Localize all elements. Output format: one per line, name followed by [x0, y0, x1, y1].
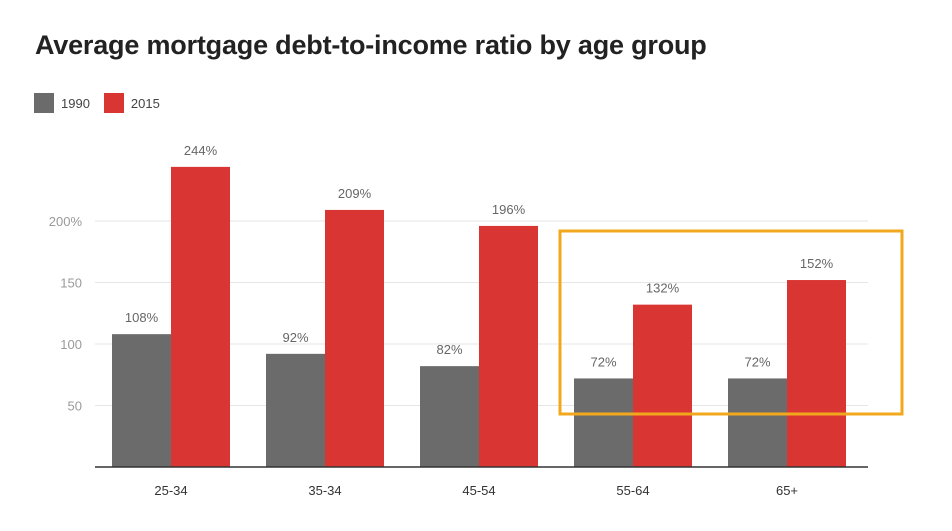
data-label: 72% — [744, 354, 770, 369]
data-label: 152% — [800, 256, 834, 271]
legend-swatch-1990 — [34, 93, 54, 113]
legend-label-1990: 1990 — [61, 95, 90, 111]
x-tick-label: 25-34 — [154, 483, 187, 498]
bar-1990-55-64 — [574, 378, 633, 467]
data-label: 132% — [646, 281, 680, 296]
bar-1990-65+ — [728, 378, 787, 467]
x-tick-label: 55-64 — [616, 483, 649, 498]
bar-2015-55-64 — [633, 304, 692, 467]
bar-2015-65+ — [787, 280, 846, 467]
y-tick-label: 100 — [60, 337, 82, 352]
bar-2015-45-54 — [479, 225, 538, 467]
bar-1990-35-34 — [266, 353, 325, 467]
data-label: 108% — [125, 310, 159, 325]
y-tick-label: 150 — [60, 276, 82, 291]
highlight-box — [558, 229, 904, 416]
x-tick-label: 45-54 — [462, 483, 495, 498]
data-label: 244% — [184, 143, 218, 158]
legend-item-1990: 1990 — [34, 93, 90, 113]
data-label: 209% — [338, 186, 372, 201]
data-label: 72% — [590, 354, 616, 369]
legend-item-2015: 2015 — [103, 93, 160, 113]
data-label: 82% — [436, 342, 462, 357]
x-tick-label: 35-34 — [308, 483, 341, 498]
data-label: 196% — [492, 202, 526, 217]
bar-1990-45-54 — [420, 366, 479, 467]
bar-2015-25-34 — [171, 166, 230, 467]
legend: 1990 2015 — [34, 93, 174, 113]
y-tick-label: 50 — [68, 399, 82, 414]
bar-1990-25-34 — [112, 334, 171, 467]
y-tick-label: 200% — [49, 214, 83, 229]
legend-label-2015: 2015 — [130, 95, 160, 111]
legend-swatch-2015 — [103, 93, 124, 113]
chart-title: Average mortgage debt-to-income ratio by… — [35, 30, 707, 60]
bar-2015-35-34 — [325, 209, 384, 467]
x-tick-label: 65+ — [776, 483, 798, 498]
data-label: 92% — [282, 330, 308, 345]
